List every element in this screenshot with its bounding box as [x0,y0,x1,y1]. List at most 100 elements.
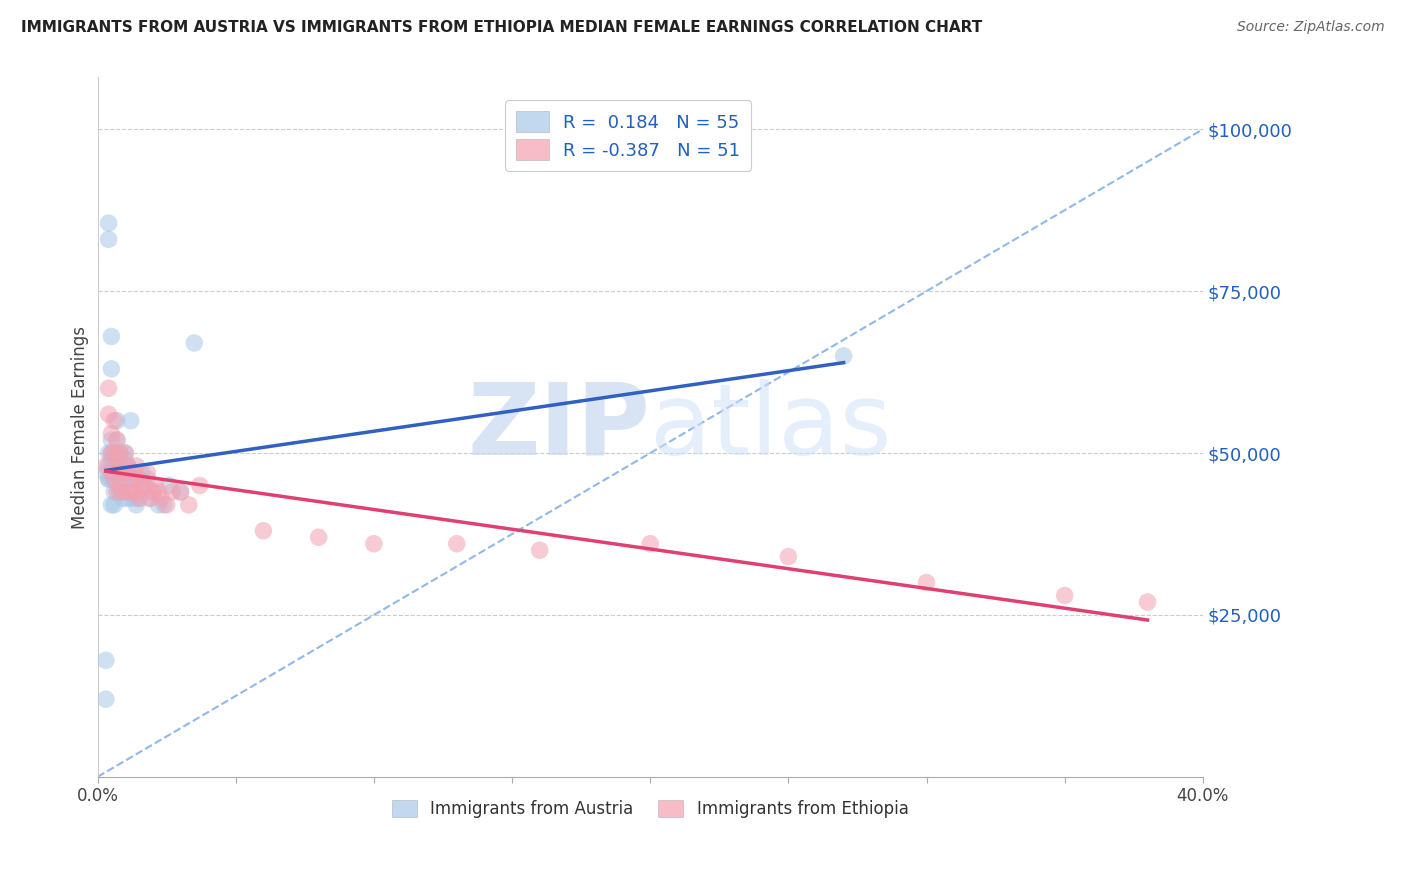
Point [134,478,156,492]
Point [142,484,165,499]
Point [108,446,131,460]
Point [122,491,145,506]
Point [136,472,159,486]
Text: atlas: atlas [650,378,891,475]
Point [1053,589,1076,603]
Point [108,478,131,492]
Point [94,692,117,706]
Point [97,381,120,395]
Point [148,484,170,499]
Point [114,478,136,492]
Point [97,446,120,460]
Point [97,216,120,230]
Point [120,472,142,486]
Point [111,466,134,480]
Point [100,466,122,480]
Point [97,232,120,246]
Point [117,458,139,473]
Point [188,478,211,492]
Point [183,335,205,350]
Point [103,472,125,486]
Point [157,478,180,492]
Point [105,433,128,447]
Point [120,484,142,499]
Text: Source: ZipAtlas.com: Source: ZipAtlas.com [1237,20,1385,34]
Point [160,484,183,499]
Point [97,458,120,473]
Point [100,498,122,512]
Point [111,472,134,486]
Point [105,478,128,492]
Point [100,472,122,486]
Point [117,484,139,499]
Point [94,653,117,667]
Point [142,484,165,499]
Point [131,478,153,492]
Point [100,433,122,447]
Point [148,498,170,512]
Point [105,458,128,473]
Point [105,433,128,447]
Point [529,543,551,558]
Point [105,414,128,428]
Point [125,484,148,499]
Y-axis label: Median Female Earnings: Median Female Earnings [72,326,89,529]
Point [111,484,134,499]
Point [778,549,800,564]
Point [97,472,120,486]
Point [108,466,131,480]
Point [111,458,134,473]
Point [108,484,131,499]
Point [114,466,136,480]
Point [169,484,191,499]
Point [120,414,142,428]
Point [117,491,139,506]
Point [103,414,125,428]
Point [100,452,122,467]
Point [145,478,167,492]
Point [114,452,136,467]
Point [111,466,134,480]
Point [100,362,122,376]
Point [97,407,120,421]
Point [111,491,134,506]
Point [100,329,122,343]
Point [114,446,136,460]
Point [136,466,159,480]
Point [156,498,179,512]
Point [128,491,150,506]
Point [100,426,122,441]
Point [125,458,148,473]
Point [100,446,122,460]
Point [153,498,176,512]
Point [252,524,274,538]
Point [94,466,117,480]
Point [131,466,153,480]
Point [363,537,385,551]
Point [832,349,855,363]
Text: ZIP: ZIP [467,378,650,475]
Point [446,537,468,551]
Point [915,575,938,590]
Point [94,458,117,473]
Point [177,498,200,512]
Point [103,498,125,512]
Point [103,484,125,499]
Point [308,530,330,544]
Point [125,498,148,512]
Point [122,472,145,486]
Point [103,458,125,473]
Point [150,491,173,506]
Point [97,472,120,486]
Point [108,452,131,467]
Point [128,472,150,486]
Point [103,466,125,480]
Point [103,446,125,460]
Point [122,484,145,499]
Point [100,446,122,460]
Point [117,458,139,473]
Point [1136,595,1159,609]
Text: IMMIGRANTS FROM AUSTRIA VS IMMIGRANTS FROM ETHIOPIA MEDIAN FEMALE EARNINGS CORRE: IMMIGRANTS FROM AUSTRIA VS IMMIGRANTS FR… [21,20,983,35]
Point [638,537,661,551]
Point [122,466,145,480]
